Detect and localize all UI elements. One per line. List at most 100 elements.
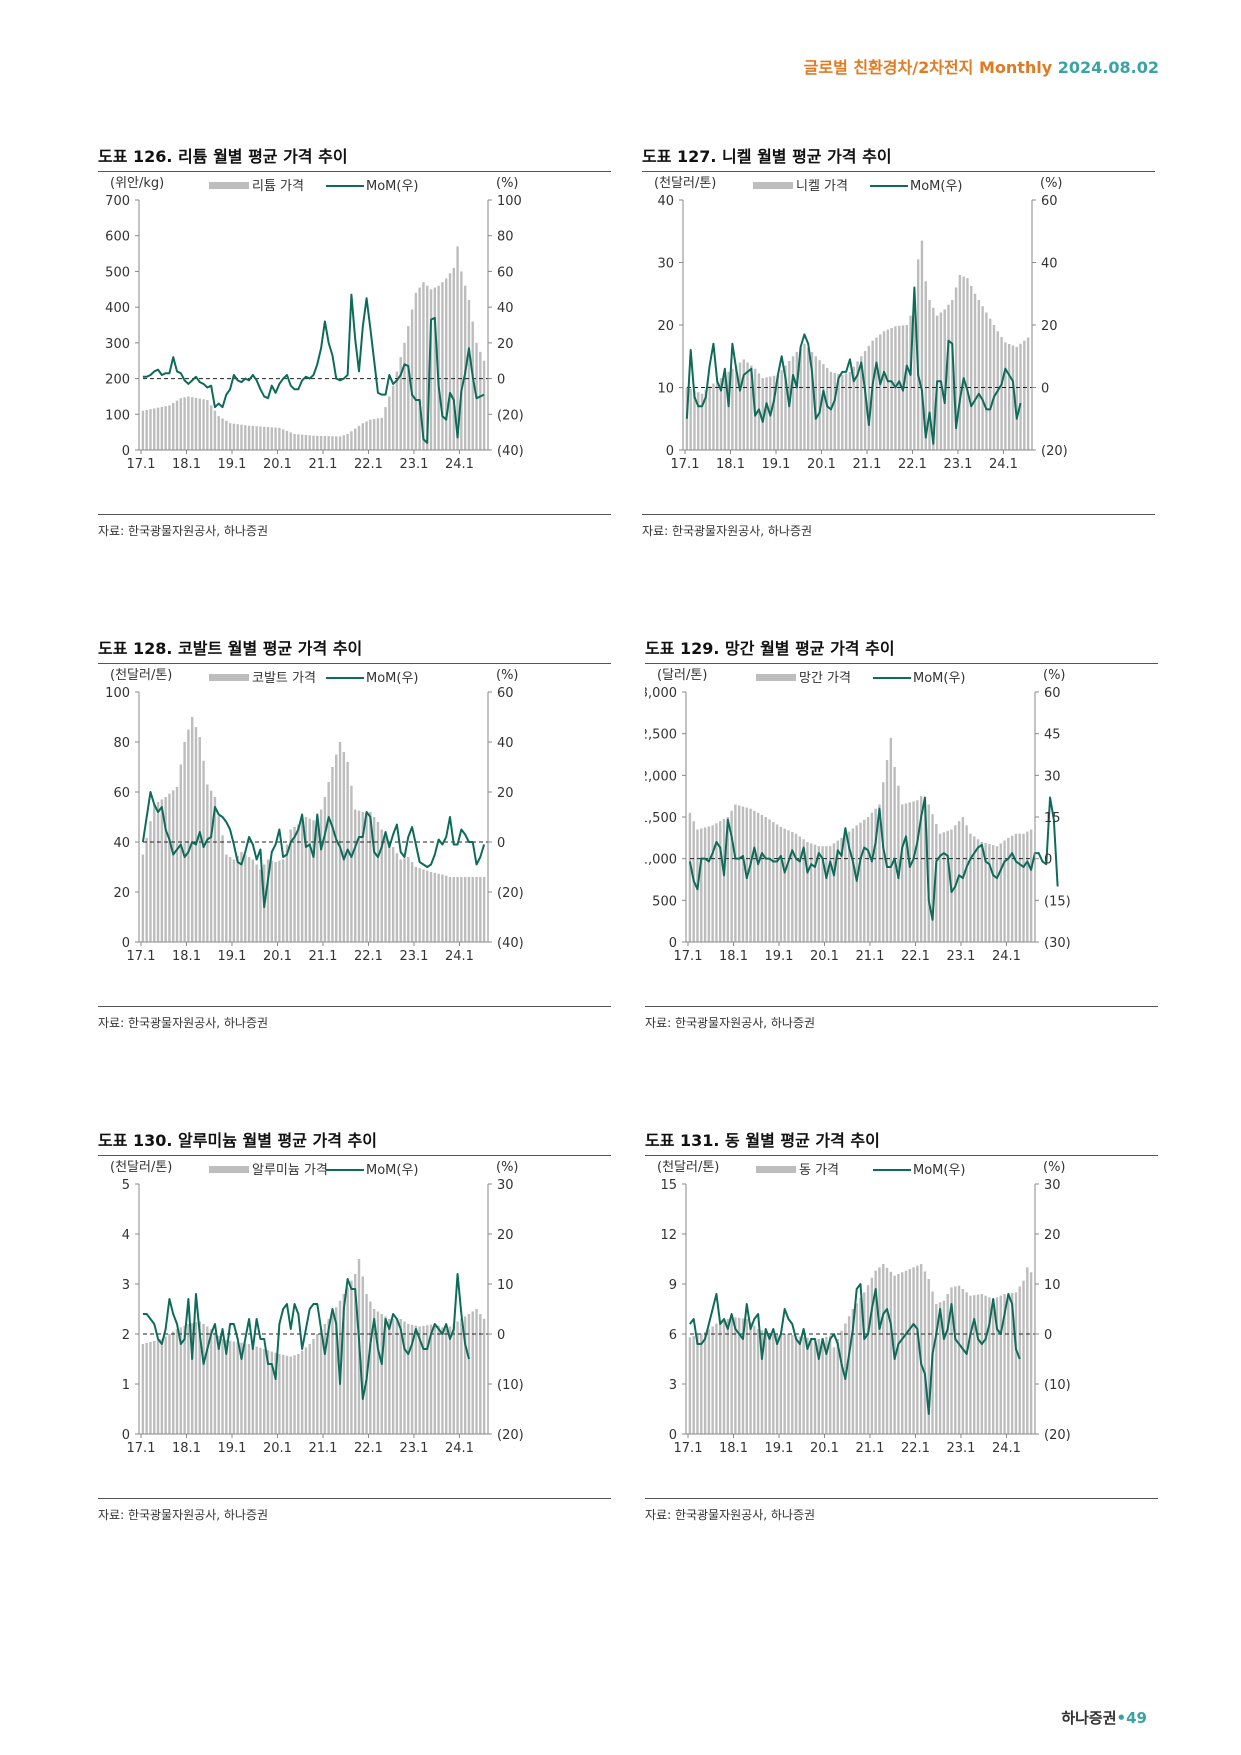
right-tick-label: (10) (497, 1378, 524, 1393)
price-bar (703, 1332, 707, 1434)
price-bar (467, 877, 471, 942)
x-tick-label: 24.1 (992, 1441, 1021, 1456)
price-bar (734, 365, 738, 451)
price-bar (479, 877, 482, 942)
price-bar (460, 1319, 463, 1434)
right-tick-label: 100 (497, 194, 522, 209)
price-bar (734, 1317, 737, 1434)
price-bar (708, 386, 711, 450)
price-bar (437, 285, 440, 450)
price-bar (973, 1295, 976, 1434)
left-tick-label: 2,000 (645, 769, 677, 784)
right-tick-label: 40 (497, 301, 514, 316)
chart-manganese: (달러/톤) (%) 망간 가격 MoM(우) 0 500 1,000 1,500 2,000 2… (645, 668, 1071, 964)
x-tick-label: 22.1 (901, 1441, 930, 1456)
title-rule (98, 1155, 611, 1156)
price-bar (274, 1352, 277, 1434)
price-bar (950, 1287, 953, 1434)
chart-source: 자료: 한국광물자원공사, 하나증권 (645, 1016, 816, 1030)
price-bar (441, 1327, 444, 1434)
price-bar (1018, 833, 1021, 942)
price-bar (890, 327, 893, 450)
price-bar (837, 373, 840, 450)
x-tick-label: 19.1 (765, 949, 794, 964)
price-bar (217, 416, 220, 450)
price-bar (776, 375, 780, 450)
price-bar (225, 854, 228, 942)
price-bar (251, 859, 255, 942)
price-bar (399, 859, 402, 942)
price-bar (145, 837, 148, 942)
price-bar (722, 1319, 726, 1434)
price-bar (799, 347, 802, 450)
right-tick-label: 20 (1041, 319, 1058, 334)
price-bar (407, 326, 410, 450)
price-bar (153, 804, 156, 942)
price-bar (247, 857, 251, 942)
left-tick-label: 4 (122, 1228, 130, 1243)
price-bar (361, 1276, 364, 1434)
price-bar (316, 822, 319, 942)
price-bar (149, 1342, 152, 1434)
price-bar (183, 1325, 186, 1434)
price-bar (361, 812, 364, 942)
price-bar (749, 1322, 752, 1434)
price-bar (768, 1332, 771, 1434)
left-tick-label: 0 (666, 444, 674, 459)
price-bar (889, 737, 893, 942)
price-bar (738, 362, 742, 450)
price-bar (452, 877, 455, 942)
price-bar (308, 818, 311, 942)
price-bar (179, 398, 183, 450)
price-bar (737, 805, 741, 942)
price-bar (951, 300, 954, 450)
price-bar (730, 810, 733, 942)
price-bar (760, 814, 764, 942)
price-bar (327, 436, 330, 450)
price-bar (153, 1341, 156, 1434)
price-bar (727, 371, 730, 451)
price-bar (448, 1326, 452, 1434)
price-bar (300, 434, 304, 450)
x-tick-label: 20.1 (263, 457, 292, 472)
price-bar (183, 742, 186, 942)
left-axis-unit: (위안/kg) (110, 176, 164, 191)
x-tick-label: 19.1 (765, 1441, 794, 1456)
price-bar (844, 373, 848, 450)
price-bar (388, 842, 391, 942)
price-bar (806, 842, 809, 942)
price-bar (198, 1321, 201, 1434)
price-bar (742, 359, 745, 451)
price-bar (995, 1297, 999, 1434)
chart-panel-manganese: 도표 129. 망간 월별 평균 가격 추이 (달러/톤) (%) 망간 가격 MoM… (645, 635, 1158, 1035)
price-bar (433, 1324, 437, 1434)
price-bar (266, 1350, 270, 1434)
price-bar (407, 857, 410, 942)
title-rule (98, 663, 611, 664)
left-tick-label: 30 (657, 257, 674, 272)
price-bar (357, 425, 361, 450)
left-tick-label: 3 (122, 1278, 130, 1293)
price-bar (753, 810, 756, 942)
left-tick-label: 12 (660, 1228, 677, 1243)
price-bar (323, 797, 327, 942)
price-bar (353, 809, 357, 942)
right-axis-unit: (%) (496, 668, 519, 683)
x-tick-label: 18.1 (716, 457, 745, 472)
legend-bar-label: 알루미늄 가격 (252, 1163, 328, 1178)
price-bar (784, 365, 787, 451)
price-bar (206, 400, 209, 450)
price-bar (342, 435, 346, 450)
mom-line (142, 293, 485, 444)
legend-line-label: MoM(우) (910, 179, 963, 194)
price-bar (928, 300, 931, 450)
price-bar (202, 399, 205, 450)
price-bar (232, 423, 236, 450)
price-bar (841, 375, 844, 450)
price-bar (187, 396, 190, 450)
left-tick-label: 20 (657, 319, 674, 334)
chart-source: 자료: 한국광물자원공사, 하나증권 (645, 1508, 816, 1522)
price-bar (331, 767, 334, 942)
price-bar (822, 364, 825, 450)
price-bar (817, 846, 821, 942)
